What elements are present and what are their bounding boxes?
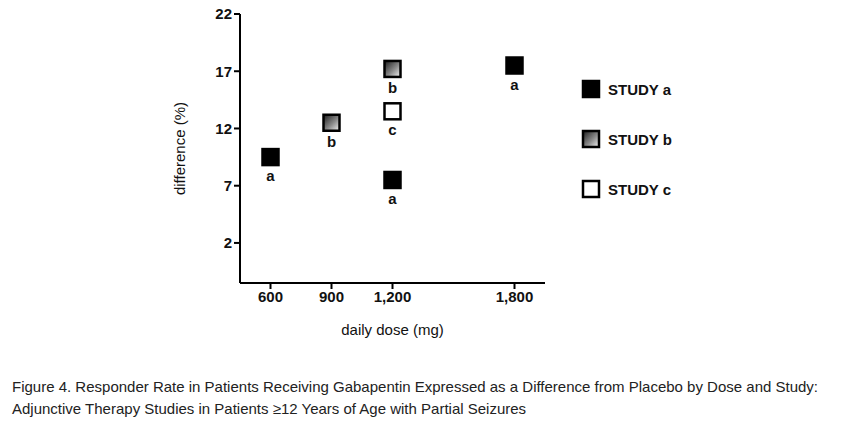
svg-text:a: a xyxy=(510,76,519,93)
svg-text:1,200: 1,200 xyxy=(374,288,412,305)
svg-text:600: 600 xyxy=(258,288,283,305)
svg-text:17: 17 xyxy=(215,63,232,80)
svg-text:22: 22 xyxy=(215,5,232,22)
svg-text:b: b xyxy=(327,133,336,150)
svg-text:2: 2 xyxy=(224,234,232,251)
svg-text:b: b xyxy=(388,79,397,96)
svg-text:a: a xyxy=(388,190,397,207)
html-text:STUDY c: STUDY c xyxy=(608,180,672,198)
svg-text:1,800: 1,800 xyxy=(496,288,534,305)
svg-text:900: 900 xyxy=(319,288,344,305)
svg-text:c: c xyxy=(388,121,396,138)
svg-text:a: a xyxy=(266,167,275,184)
html-text:Figure 4. Responder Rate in Pa: Figure 4. Responder Rate in Patients Rec… xyxy=(12,378,818,417)
svg-text:7: 7 xyxy=(224,177,232,194)
svg-text:difference (%): difference (%) xyxy=(171,102,188,195)
html-text:STUDY b: STUDY b xyxy=(608,130,672,148)
svg-text:12: 12 xyxy=(215,120,232,137)
svg-text:daily dose (mg): daily dose (mg) xyxy=(341,321,444,338)
html-text:STUDY a: STUDY a xyxy=(608,80,672,98)
